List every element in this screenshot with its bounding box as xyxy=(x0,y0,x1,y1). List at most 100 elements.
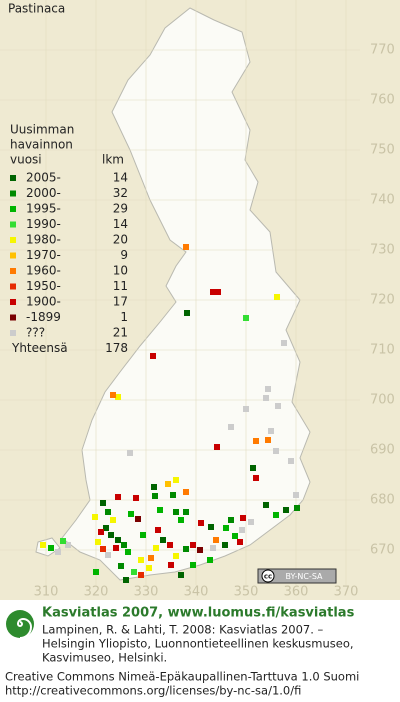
legend-label: 1995- xyxy=(26,202,61,216)
legend-label: 1980- xyxy=(26,233,61,247)
badge-icon-text: cc xyxy=(264,573,272,581)
observation-cell xyxy=(275,403,281,409)
legend-count: 32 xyxy=(113,186,128,200)
observation-cell xyxy=(125,549,131,555)
y-tick-label: 700 xyxy=(370,393,395,408)
legend-label: 1960- xyxy=(26,264,61,278)
x-tick-label: 310 xyxy=(34,585,59,600)
observation-cell xyxy=(210,289,216,295)
observation-cell xyxy=(155,527,161,533)
observation-cell xyxy=(178,517,184,523)
observation-cell xyxy=(100,546,106,552)
observation-cell xyxy=(93,569,99,575)
x-tick-label: 340 xyxy=(184,585,209,600)
observation-cell xyxy=(214,444,220,450)
observation-cell xyxy=(184,310,190,316)
observation-cell xyxy=(265,386,271,392)
observation-cell xyxy=(121,542,127,548)
observation-cell xyxy=(138,557,144,563)
observation-cell xyxy=(232,533,238,539)
legend: 2005- 14 2000- 32 1995- 29 1990- 14 1980- 20 1970-… xyxy=(10,171,128,355)
y-tick-label: 760 xyxy=(370,93,395,108)
observation-cell xyxy=(157,507,163,513)
legend-count: 1 xyxy=(120,310,128,324)
logo-spiral xyxy=(16,617,33,639)
legend-swatch xyxy=(10,221,16,228)
observation-cell xyxy=(105,509,111,515)
observation-cell xyxy=(268,428,274,434)
observation-cell xyxy=(131,569,137,575)
observation-cell xyxy=(263,395,269,401)
y-tick-label: 750 xyxy=(370,143,395,158)
legend-swatch xyxy=(10,206,16,212)
legend-swatch xyxy=(10,237,16,243)
observation-cell xyxy=(198,520,204,526)
observation-cell xyxy=(173,553,179,559)
legend-label: -1899 xyxy=(26,310,61,324)
observation-cell xyxy=(239,527,245,533)
observation-cell xyxy=(183,546,189,552)
observation-cell xyxy=(243,406,249,412)
badge-text: BY-NC-SA xyxy=(285,572,323,581)
license-badge: cc BY-NC-SA xyxy=(257,568,337,584)
x-tick-label: 360 xyxy=(284,585,309,600)
observation-cell xyxy=(208,524,214,530)
observation-cell xyxy=(160,537,166,543)
legend-label: 2005- xyxy=(26,171,61,185)
observation-cell xyxy=(190,542,196,548)
x-tick-label: 370 xyxy=(334,585,359,600)
observation-cell xyxy=(215,289,221,295)
observation-cell xyxy=(183,489,189,495)
y-tick-label: 670 xyxy=(370,543,395,558)
legend-swatch xyxy=(10,330,16,336)
observation-cell xyxy=(178,572,184,578)
observation-cell xyxy=(223,525,229,531)
legend-count: 14 xyxy=(113,217,128,231)
legend-label: 1970- xyxy=(26,248,61,262)
observation-cell xyxy=(103,525,109,531)
observation-cell xyxy=(127,450,133,456)
observation-cell xyxy=(183,509,189,515)
y-tick-label: 680 xyxy=(370,493,395,508)
observation-cell xyxy=(170,492,176,498)
legend-label: 1990- xyxy=(26,217,61,231)
legend-label: ??? xyxy=(26,326,45,340)
observation-cell xyxy=(128,511,134,517)
legend-count-heading: lkm xyxy=(102,153,124,167)
observation-cell xyxy=(55,549,61,555)
observation-cell xyxy=(265,437,271,443)
observation-cell xyxy=(108,532,114,538)
observation-cell xyxy=(110,392,116,398)
total-label: Yhteensä xyxy=(11,341,68,355)
legend-heading: Uusimman xyxy=(10,123,74,137)
observation-cell xyxy=(150,353,156,359)
observation-cell xyxy=(60,538,66,544)
observation-cell xyxy=(40,542,46,548)
legend-label: 1900- xyxy=(26,295,61,309)
logo-circle xyxy=(6,610,34,638)
observation-cell xyxy=(228,517,234,523)
observation-cell xyxy=(167,542,173,548)
legend-swatch xyxy=(10,252,16,259)
observation-cells xyxy=(40,244,300,583)
observation-cell xyxy=(294,505,300,511)
observation-cell xyxy=(273,512,279,518)
citation-line: Kasvimuseo, Helsinki. xyxy=(42,651,167,665)
legend-count: 20 xyxy=(113,233,128,247)
observation-cell xyxy=(173,477,179,483)
observation-cell xyxy=(168,562,174,568)
y-tick-label: 740 xyxy=(370,193,395,208)
observation-cell xyxy=(115,394,121,400)
observation-cell xyxy=(248,519,254,525)
observation-cell xyxy=(273,448,279,454)
legend-swatch xyxy=(10,299,16,305)
observation-cell xyxy=(95,539,101,545)
citation-line: Helsingin Yliopisto, Luonnontieteellinen… xyxy=(42,637,354,651)
observation-cell xyxy=(190,562,196,568)
legend-count: 11 xyxy=(113,279,128,293)
observation-cell xyxy=(146,565,152,571)
legend-count: 9 xyxy=(120,248,128,262)
observation-cell xyxy=(250,465,256,471)
